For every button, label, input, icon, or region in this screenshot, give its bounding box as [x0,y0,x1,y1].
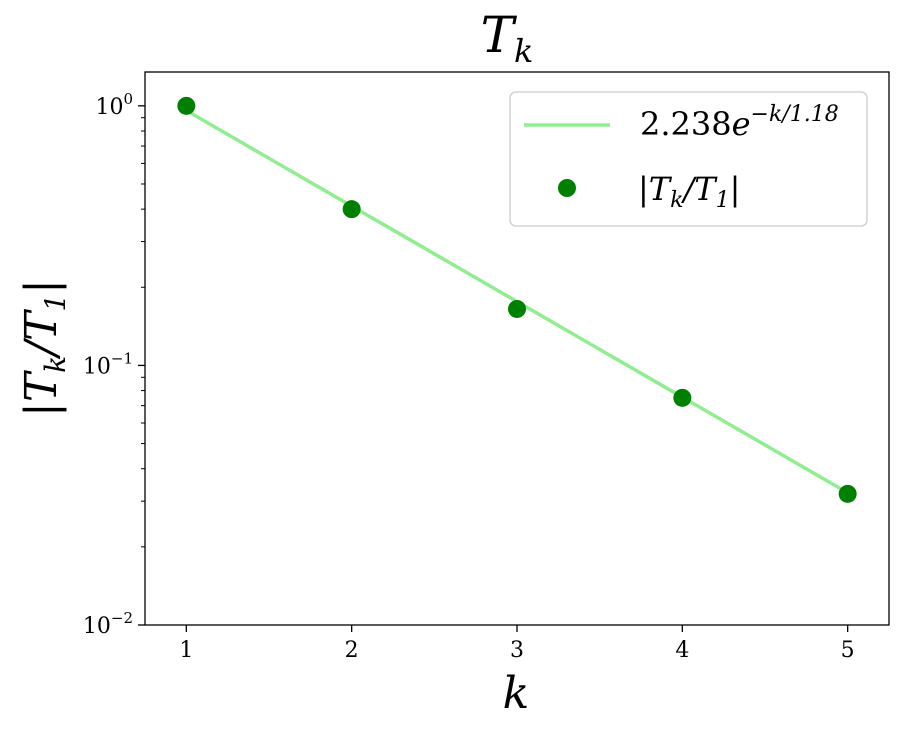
x-tick-label: 2 [345,638,359,663]
data-point [508,299,526,318]
legend-data-p3: | [730,170,741,208]
data-point [838,484,857,503]
y-label-part-2: /T [16,308,67,360]
y-axis-label: |Tk/T1| [16,279,72,417]
x-axis-label: k [503,668,530,719]
y-tick-label: 100 [95,90,133,120]
data-point [673,388,692,407]
legend-fit-coef: 2.238 [640,105,732,143]
y-tick-base: 10 [95,95,123,120]
data-points-layer [177,96,857,503]
y-tick-exponent: −2 [111,609,133,627]
legend-fit-exp: −k/1.18 [751,102,839,127]
legend-data-p1: |T [638,170,673,208]
y-tick-base: 10 [83,614,111,639]
legend: 2.238e−k/1.18 |Tk/T1| [509,91,868,227]
y-label-part-1: |T [16,369,67,417]
x-tick-label: 3 [510,638,524,663]
chart-title: Tk [481,6,534,70]
x-axis: 1 2 3 4 5 [179,625,855,663]
x-tick-label: 5 [841,638,855,663]
x-tick-label: 4 [675,638,689,663]
legend-data-p2: /T [680,170,718,208]
chart-title-base: T [481,6,518,64]
y-tick-label: 10−1 [83,349,133,379]
legend-data-label: |Tk/T1| [638,170,740,213]
y-tick-base: 10 [83,354,111,379]
data-point [342,200,361,219]
y-label-part-3: | [16,279,67,294]
y-tick-exponent: −1 [111,349,133,367]
legend-data-s1: k [670,188,683,213]
legend-data-s2: 1 [716,188,730,213]
legend-point-swatch [558,179,576,197]
y-label-sub-2: 1 [39,294,72,312]
y-tick-label: 10−2 [83,609,133,639]
legend-fit-label: 2.238e−k/1.18 [640,102,839,143]
chart-title-sub: k [514,32,533,70]
y-label-sub-1: k [39,356,72,373]
y-tick-exponent: 0 [123,90,133,108]
x-tick-label: 1 [179,638,193,663]
data-point [177,96,196,115]
legend-fit-base: e [732,105,751,143]
